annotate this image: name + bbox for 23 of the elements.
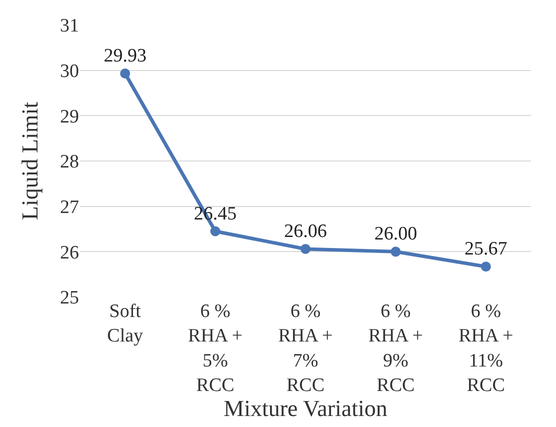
- x-tick-label: Soft Clay: [107, 301, 144, 347]
- data-label: 25.67: [464, 238, 508, 260]
- y-tick-label: 29: [60, 106, 79, 128]
- data-label: 26.06: [284, 220, 327, 242]
- point: [120, 68, 130, 79]
- y-tick-label: 28: [60, 152, 79, 173]
- y-tick-label: 26: [60, 242, 79, 264]
- y-tick-label: 30: [60, 60, 79, 82]
- data-label: 26.00: [374, 224, 418, 245]
- x-tick-label: 6 % RHA + 9% RCC: [368, 301, 423, 396]
- point: [480, 262, 491, 272]
- y-axis-title: Liquid Limit: [17, 101, 42, 220]
- x-tick-label: 6 % RHA + 7% RCC: [278, 301, 333, 396]
- point: [210, 226, 220, 236]
- point: [390, 246, 401, 257]
- y-tick-label: 31: [60, 16, 79, 37]
- x-tick-label: 6 % RHA + 5% RCC: [188, 301, 243, 396]
- y-tick-label: 25: [60, 288, 79, 309]
- y-tick-label: 27: [60, 196, 79, 218]
- point: [300, 244, 310, 254]
- x-tick-label: 6 % RHA + 11% RCC: [458, 301, 514, 396]
- x-axis-title: Mixture Variation: [224, 396, 388, 422]
- data-label: 29.93: [104, 46, 146, 67]
